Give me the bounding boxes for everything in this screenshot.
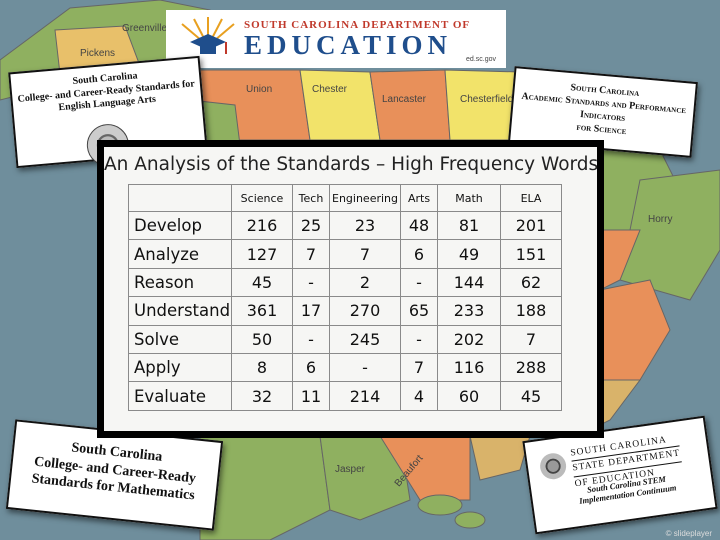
table-cell: 6 [400, 239, 438, 269]
row-header: Analyze [128, 239, 232, 269]
table-cell: 7 [500, 324, 562, 354]
table-cell: 60 [437, 381, 501, 411]
logo-org-line: SOUTH CAROLINA DEPARTMENT OF [244, 19, 471, 31]
table-cell: - [329, 352, 401, 383]
column-header [128, 184, 232, 212]
county-shape [299, 69, 381, 141]
table-cell: 48 [400, 210, 438, 241]
row-header: Develop [128, 210, 232, 241]
table-cell: 127 [231, 239, 293, 269]
county-label: Chesterfield [460, 94, 513, 105]
logo-main-word: EDUCATION [244, 30, 453, 60]
table-cell: 11 [292, 381, 330, 411]
county-shape [369, 69, 451, 141]
watermark: © slideplayer [665, 529, 712, 538]
table-cell: 2 [329, 267, 401, 298]
table-cell: 233 [437, 296, 501, 326]
county-shape [469, 435, 531, 481]
table-cell: 45 [231, 267, 293, 298]
table-cell: 270 [329, 296, 401, 326]
analysis-panel: An Analysis of the Standards – High Freq… [97, 140, 604, 438]
table-row: Evaluate 32 11 214 4 60 45 [128, 381, 562, 411]
table-cell: 65 [400, 296, 438, 326]
table-cell: 201 [500, 210, 562, 241]
table-row: Apply 8 6-7 116 288 [128, 352, 562, 383]
table-row: Develop 216 25 23 48 81 201 [128, 210, 562, 241]
column-header: Science [231, 184, 293, 212]
island-shape [454, 511, 486, 529]
table-cell: - [292, 267, 330, 298]
table-cell: 45 [500, 381, 562, 411]
table-cell: 25 [292, 210, 330, 241]
table-cell: 4 [400, 381, 438, 411]
table-cell: 288 [500, 352, 562, 383]
logo-url: ed.sc.gov [466, 56, 496, 63]
sc-education-logo: SOUTH CAROLINA DEPARTMENT OF EDUCATION e… [166, 10, 506, 68]
table-cell: 188 [500, 296, 562, 326]
state-seal-icon [538, 451, 568, 481]
row-header: Understand [128, 296, 232, 326]
table-row: Understand 361 17 270 65 233 188 [128, 296, 562, 326]
table-cell: 245 [329, 324, 401, 354]
table-cell: 81 [437, 210, 501, 241]
high-frequency-words-table: Science Tech Engineering Arts Math ELA D… [128, 184, 562, 411]
table-row: Analyze 127 7 7 6 49 151 [128, 239, 562, 269]
table-cell: 214 [329, 381, 401, 411]
column-header: Tech [292, 184, 330, 212]
table-row: Reason 45-2-144 62 [128, 267, 562, 298]
column-header: ELA [500, 184, 562, 212]
row-header: Reason [128, 267, 232, 298]
county-label: Lancaster [382, 94, 427, 105]
county-label: Horry [648, 214, 672, 225]
county-label: Union [246, 84, 272, 95]
table-cell: 49 [437, 239, 501, 269]
table-cell: 361 [231, 296, 293, 326]
island-shape [417, 494, 463, 516]
table-cell: - [292, 324, 330, 354]
table-cell: 116 [437, 352, 501, 383]
row-header: Solve [128, 324, 232, 354]
column-header: Arts [400, 184, 438, 212]
table-cell: 144 [437, 267, 501, 298]
table-cell: 32 [231, 381, 293, 411]
table-cell: 62 [500, 267, 562, 298]
table-cell: 23 [329, 210, 401, 241]
table-cell: 7 [329, 239, 401, 269]
table-cell: 50 [231, 324, 293, 354]
column-header: Math [437, 184, 501, 212]
row-header: Evaluate [128, 381, 232, 411]
table-cell: 17 [292, 296, 330, 326]
county-label: Pickens [80, 48, 115, 59]
county-shape [599, 379, 641, 426]
table-cell: 7 [292, 239, 330, 269]
county-shape [599, 279, 671, 381]
table-cell: 6 [292, 352, 330, 383]
table-header-row: Science Tech Engineering Arts Math ELA [128, 184, 562, 212]
row-header: Apply [128, 352, 232, 383]
table-cell: 216 [231, 210, 293, 241]
table-cell: - [400, 324, 438, 354]
column-header: Engineering [329, 184, 401, 212]
table-cell: - [400, 267, 438, 298]
panel-title: An Analysis of the Standards – High Freq… [104, 154, 599, 175]
table-cell: 7 [400, 352, 438, 383]
table-cell: 151 [500, 239, 562, 269]
county-label: Chester [312, 84, 348, 95]
table-row: Solve 50-245-202 7 [128, 324, 562, 354]
county-label: Jasper [335, 464, 366, 475]
table-cell: 8 [231, 352, 293, 383]
graduation-cap-sunburst-icon [181, 17, 235, 54]
county-label: Greenville [122, 23, 167, 34]
table-cell: 202 [437, 324, 501, 354]
